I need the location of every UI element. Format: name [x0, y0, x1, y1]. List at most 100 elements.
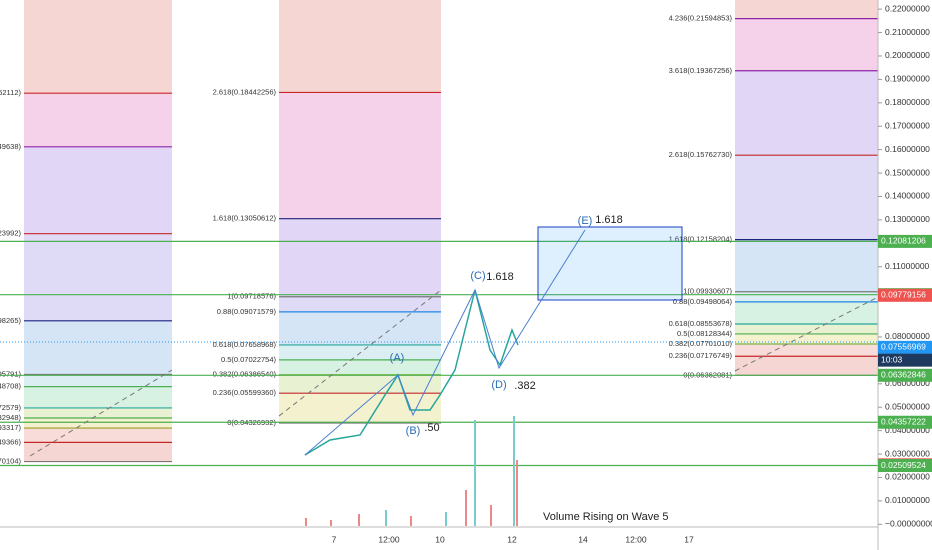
price-tag — [878, 234, 932, 248]
y-tick-label: 0.03000000 — [885, 448, 930, 458]
fib-band — [735, 301, 878, 324]
fib-label: 0.88(0.09071579) — [217, 307, 277, 316]
fib-band — [279, 311, 441, 345]
y-tick-label: 0.11000000 — [885, 261, 930, 271]
fib-band — [24, 407, 172, 418]
y-tick-label: 0.15000000 — [885, 167, 930, 177]
y-tick-label: 0.21000000 — [885, 27, 930, 37]
annotation: 1.618 — [486, 271, 514, 283]
fib-label: 0.236(0.07176749) — [669, 351, 733, 360]
wave-lines — [304, 229, 586, 456]
x-tick-label: 12 — [507, 534, 517, 544]
fib-band — [279, 374, 441, 394]
price-tag — [878, 415, 932, 429]
fib-label: 0.5(0.08128344) — [677, 329, 733, 338]
x-tick-label: 12:00 — [625, 534, 647, 544]
fib-band — [735, 323, 878, 334]
axes: 0.22000000 0.21000000 0.20000000 0.19000000… — [332, 3, 932, 544]
fib-label: 98265) — [0, 316, 21, 325]
fib-band — [735, 333, 878, 344]
annotation: Volume Rising on Wave 5 — [543, 511, 669, 523]
y-tick-label: 0.19000000 — [885, 74, 930, 84]
fib-label: 23992) — [0, 229, 21, 238]
y-tick-label: 0.18000000 — [885, 97, 930, 107]
fib-band — [735, 18, 878, 71]
target-box — [537, 226, 683, 301]
price-tag-label: 0.02509524 — [881, 460, 926, 470]
y-tick-label: 0.14000000 — [885, 191, 930, 201]
trend-dash — [29, 369, 173, 457]
fib-band — [24, 428, 172, 443]
price-tag-label: 0.12081206 — [881, 236, 926, 246]
fib-band — [24, 146, 172, 234]
fib-label: 49638) — [0, 142, 21, 151]
fib-band — [24, 374, 172, 387]
fib-band — [279, 0, 441, 93]
price-line — [304, 289, 519, 456]
fib-label: 1(0.09930607) — [683, 287, 732, 296]
fib-label: 0.382(0.07701010) — [669, 339, 733, 348]
y-tick-label: 0.13000000 — [885, 214, 930, 224]
x-tick-label: 17 — [684, 534, 694, 544]
fib-label: 52112) — [0, 88, 22, 97]
price-tag-label: 10:03 — [881, 354, 903, 364]
price-tag — [878, 288, 932, 302]
grid — [0, 240, 878, 467]
fib-band — [735, 0, 878, 19]
fib-band — [24, 442, 172, 462]
fib-band — [735, 291, 878, 302]
fib-label: 93317) — [0, 423, 21, 432]
annotation: (B) — [406, 425, 421, 437]
price-tag-label: 0.07556969 — [881, 342, 926, 352]
fib-panels: 52112) 49638) 23992) 98265) 95791) 48708) 7257… — [0, 0, 878, 466]
fib-label: 0.382(0.06386540) — [213, 370, 277, 379]
y-tick-label: 0.20000000 — [885, 50, 930, 60]
fib-label: 48708) — [0, 382, 21, 391]
fib-band — [735, 155, 878, 240]
fib-label: 0.618(0.07658968) — [213, 340, 277, 349]
fib-band — [24, 320, 172, 375]
fib-label: 0.618(0.08553678) — [669, 319, 733, 328]
fib-label: 1.618(0.13050612) — [213, 214, 277, 223]
fib-label: 70104) — [0, 457, 21, 466]
fib-label: 4.236(0.21594853) — [669, 14, 733, 23]
fib-band — [279, 296, 441, 312]
fib-band — [735, 356, 878, 376]
fib-band — [24, 233, 172, 321]
fib-band — [735, 70, 878, 156]
annotation: (D) — [491, 379, 506, 391]
y-tick-label: 0.01000000 — [885, 495, 930, 505]
fib-band — [24, 417, 172, 429]
y-tick-label: 0.06000000 — [885, 378, 930, 388]
fib-label: 95791) — [0, 369, 21, 378]
x-tick-label: 12:00 — [378, 534, 400, 544]
annotation: (E) — [578, 215, 593, 227]
trend-dash — [278, 289, 442, 417]
fib-label: 1.618(0.12158204) — [669, 235, 733, 244]
y-tick-label: 0.04000000 — [885, 425, 930, 435]
fib-label: 0.5(0.07022754) — [221, 355, 277, 364]
x-tick-label: 7 — [332, 534, 337, 544]
annotation: (C) — [470, 270, 485, 282]
fib-label: 2.618(0.18442256) — [213, 87, 277, 96]
x-tick-label: 10 — [435, 534, 445, 544]
volume — [305, 416, 518, 526]
y-tick-label: 0.16000000 — [885, 144, 930, 154]
annotation: .382 — [514, 380, 535, 392]
fib-label: 0.88(0.09498064) — [673, 297, 733, 306]
price-tag — [878, 353, 932, 367]
fib-band — [279, 359, 441, 375]
fib-label: 1(0.09718576) — [227, 292, 276, 301]
fib-band — [279, 92, 441, 219]
fib-band — [735, 343, 878, 357]
y-tick-label: 0.02000000 — [885, 472, 930, 482]
annotation: 1.618 — [595, 214, 623, 226]
y-tick-label: 0.08000000 — [885, 331, 930, 341]
fib-label: 32948) — [0, 413, 21, 422]
fib-band — [24, 93, 172, 147]
price-tag-label: 0.04357222 — [881, 417, 926, 427]
fib-band — [735, 239, 878, 292]
fib-band — [279, 218, 441, 297]
